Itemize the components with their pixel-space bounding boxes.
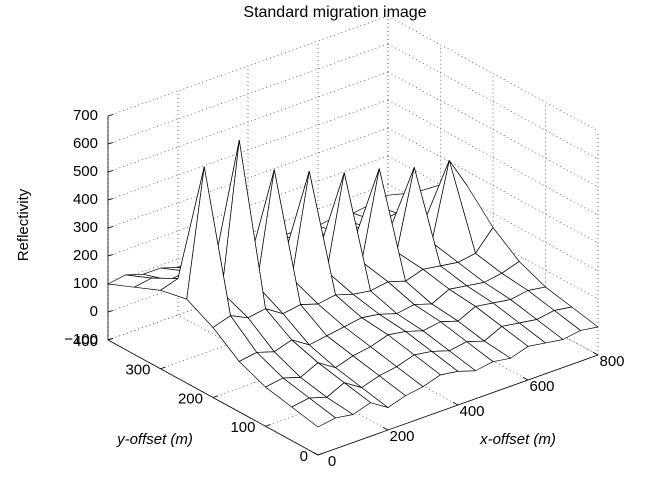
x-tick-label: 0: [328, 453, 336, 470]
z-tick: [107, 254, 114, 257]
z-tick: [107, 310, 114, 313]
chart-title: Standard migration image: [243, 4, 426, 21]
z-tick-label: 500: [73, 163, 98, 180]
z-tick-label: 700: [73, 107, 98, 124]
z-tick-label: 200: [73, 247, 98, 264]
x-tick-label: 800: [599, 353, 624, 370]
y-axis-label: y-offset (m): [116, 431, 193, 448]
z-tick-label: 0: [90, 303, 98, 320]
z-tick-label: 100: [73, 275, 98, 292]
y-tick: [317, 452, 324, 456]
y-tick: [212, 395, 219, 398]
x-tick: [312, 452, 319, 456]
y-tick-label: 0: [300, 448, 308, 465]
grid-line: [107, 15, 389, 117]
z-tick-label: 400: [73, 191, 98, 208]
y-tick: [160, 366, 166, 370]
x-tick-label: 200: [389, 428, 414, 445]
x-tick: [592, 352, 599, 356]
z-tick-label: −100: [64, 331, 98, 348]
z-axis-label: Reflectivity: [15, 188, 32, 261]
y-tick: [265, 424, 271, 427]
z-tick-label: 300: [73, 219, 98, 236]
x-axis-label: x-offset (m): [479, 431, 556, 448]
y-tick-label: 100: [230, 419, 255, 436]
z-tick: [107, 198, 114, 201]
y-tick-label: 200: [178, 390, 203, 407]
y-tick: [107, 337, 114, 341]
z-tick: [107, 226, 114, 229]
y-tick-label: 400: [73, 333, 98, 350]
y-tick-label: 300: [125, 362, 150, 379]
z-tick: [107, 114, 114, 117]
z-tick: [107, 142, 114, 145]
x-tick-label: 400: [459, 403, 484, 420]
x-tick: [452, 402, 459, 406]
z-tick: [107, 170, 114, 173]
z-tick-label: 600: [73, 135, 98, 152]
x-tick-label: 600: [529, 378, 554, 395]
surface-face: [291, 397, 336, 428]
x-tick: [522, 377, 529, 381]
x-tick: [382, 427, 389, 431]
